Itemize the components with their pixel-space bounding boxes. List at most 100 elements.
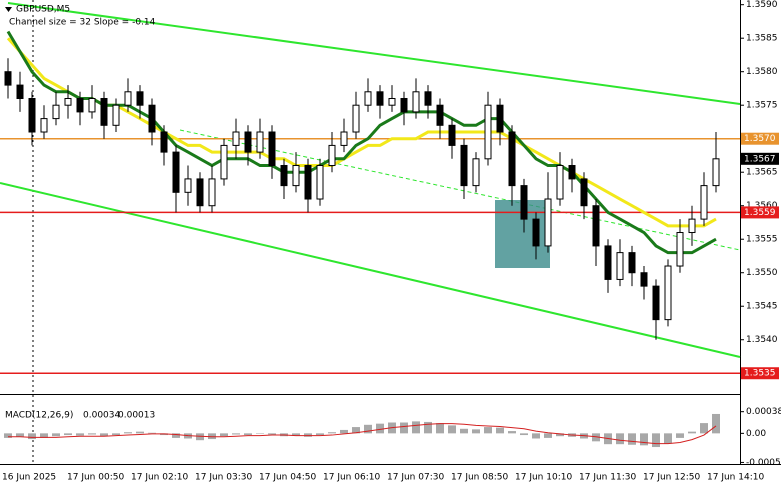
candle-body <box>16 84 24 100</box>
macd-bar <box>136 431 144 434</box>
y-tick-label: 1.3545 <box>746 302 778 312</box>
macd-bar <box>76 433 84 436</box>
macd-bar <box>196 433 204 441</box>
y-tick-label: 0.00038 <box>746 407 781 417</box>
y-tick-label: 1.3585 <box>746 34 778 44</box>
macd-bar <box>460 428 468 434</box>
macd-bar <box>544 433 552 438</box>
macd-bar <box>712 413 720 434</box>
current-price-label: 1.3567 <box>744 154 776 164</box>
macd-bar <box>244 433 252 436</box>
chart-title: GBPUSD,M5 <box>16 5 70 15</box>
price-level-tag <box>741 206 779 219</box>
candle-body <box>664 265 672 321</box>
candle-body <box>292 165 300 187</box>
candle-body <box>232 131 240 146</box>
macd-bar <box>424 421 432 434</box>
candle-body <box>604 245 612 280</box>
macd-signal-value: 0.00013 <box>118 411 155 421</box>
macd-bar <box>484 427 492 434</box>
macd-bar <box>436 423 444 434</box>
x-tick-label: 17 Jun 11:30 <box>579 473 636 483</box>
macd-bar <box>148 432 156 434</box>
macd-bar <box>64 433 72 436</box>
price-level-tag <box>741 132 779 145</box>
candle-body <box>676 232 684 267</box>
macd-bar <box>256 433 264 434</box>
macd-bar <box>520 433 528 436</box>
candle-body <box>652 285 660 321</box>
candle-body <box>340 131 348 146</box>
price-level-tag <box>741 367 779 380</box>
x-tick-label: 17 Jun 06:10 <box>323 473 380 483</box>
macd-bar <box>328 432 336 434</box>
y-tick-label: 1.3560 <box>746 201 778 211</box>
macd-bar <box>40 433 48 438</box>
candle-body <box>688 218 696 234</box>
macd-bar <box>664 433 672 444</box>
candle-body <box>592 205 600 247</box>
candle-body <box>472 158 480 187</box>
x-tick-label: 17 Jun 03:30 <box>195 473 252 483</box>
candle-body <box>640 272 648 287</box>
macd-bar <box>52 433 60 437</box>
macd-bar <box>592 433 600 442</box>
candle-body <box>328 144 336 167</box>
candle-body <box>76 98 84 113</box>
candle-body <box>568 165 576 180</box>
candle-body <box>136 91 144 106</box>
candle-body <box>700 185 708 220</box>
y-tick-label: 1.3550 <box>746 268 778 278</box>
macd-bar <box>688 431 696 434</box>
current-price-tag <box>741 152 779 165</box>
macd-bar <box>232 433 240 435</box>
candle-body <box>196 178 204 207</box>
macd-bar <box>124 432 132 434</box>
macd-bar <box>376 423 384 434</box>
candle-body <box>496 104 504 133</box>
candle-body <box>256 131 264 153</box>
macd-value: 0.00034 <box>83 411 120 421</box>
macd-bar <box>352 427 360 434</box>
x-tick-label: 16 Jun 2025 <box>2 473 56 483</box>
macd-bar <box>532 433 540 439</box>
x-tick-label: 17 Jun 00:50 <box>67 473 124 483</box>
candle-body <box>532 218 540 247</box>
candle-body <box>100 98 108 126</box>
candle-body <box>112 104 120 126</box>
candle-body <box>424 91 432 106</box>
x-tick-label: 17 Jun 07:30 <box>387 473 444 483</box>
candle-body <box>580 178 588 207</box>
candle-body <box>64 98 72 106</box>
y-tick-label: 1.3580 <box>746 67 778 77</box>
x-tick-label: 17 Jun 08:50 <box>451 473 508 483</box>
candle-body <box>208 178 216 207</box>
candle-body <box>148 104 156 133</box>
price-level-label: 1.3535 <box>744 369 776 379</box>
channel-middle <box>179 129 741 251</box>
candle-body <box>556 165 564 200</box>
x-tick-label: 17 Jun 02:10 <box>131 473 188 483</box>
candle-body <box>448 124 456 146</box>
macd-bar <box>364 424 372 434</box>
candle-body <box>364 91 372 106</box>
macd-bar <box>496 427 504 434</box>
candle-body <box>616 252 624 280</box>
macd-bar <box>292 433 300 436</box>
macd-bar <box>400 422 408 434</box>
candle-body <box>244 131 252 153</box>
candle-body <box>172 151 180 193</box>
macd-bar <box>100 433 108 437</box>
price-level-label: 1.3559 <box>744 208 776 218</box>
y-tick-label: 1.3575 <box>746 101 778 111</box>
macd-bar <box>268 433 276 435</box>
candle-body <box>160 131 168 153</box>
candle-body <box>436 104 444 126</box>
x-tick-label: 17 Jun 14:10 <box>707 473 764 483</box>
candle-body <box>460 144 468 187</box>
candle-body <box>352 104 360 133</box>
macd-bar <box>616 433 624 445</box>
candle-body <box>40 118 48 133</box>
candle-body <box>268 131 276 167</box>
